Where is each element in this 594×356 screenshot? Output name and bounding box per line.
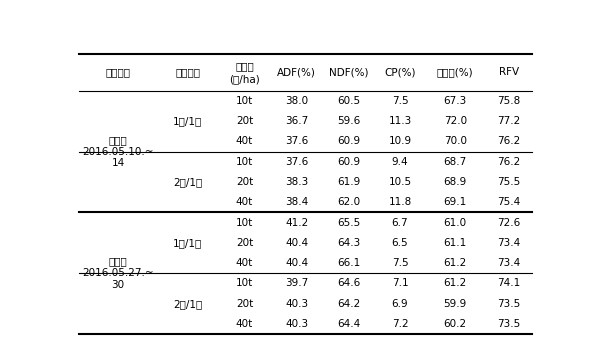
- Text: 10t: 10t: [236, 96, 253, 106]
- Text: 10t: 10t: [236, 157, 253, 167]
- Text: 40t: 40t: [236, 136, 253, 146]
- Text: 10t: 10t: [236, 218, 253, 227]
- Text: 40.4: 40.4: [285, 238, 308, 248]
- Text: 38.3: 38.3: [285, 177, 308, 187]
- Text: 20t: 20t: [236, 299, 253, 309]
- Text: 2회/1일: 2회/1일: [173, 299, 203, 309]
- Text: NDF(%): NDF(%): [330, 67, 369, 77]
- Text: 39.7: 39.7: [285, 278, 308, 288]
- Text: 7.5: 7.5: [391, 96, 408, 106]
- Text: 60.9: 60.9: [337, 136, 361, 146]
- Text: 40.3: 40.3: [285, 299, 308, 309]
- Text: 10.5: 10.5: [388, 177, 412, 187]
- Text: 1회/1일: 1회/1일: [173, 116, 203, 126]
- Text: 61.2: 61.2: [444, 258, 467, 268]
- Text: 11.3: 11.3: [388, 116, 412, 126]
- Text: 76.2: 76.2: [497, 157, 521, 167]
- Text: 73.4: 73.4: [497, 238, 521, 248]
- Text: 68.7: 68.7: [444, 157, 467, 167]
- Text: 73.4: 73.4: [497, 258, 521, 268]
- Text: 6.9: 6.9: [391, 299, 408, 309]
- Text: 64.4: 64.4: [337, 319, 361, 329]
- Text: (톤/ha): (톤/ha): [229, 74, 260, 84]
- Text: 반전횟수: 반전횟수: [175, 67, 200, 77]
- Text: 개화기
2016.05.27.~
30: 개화기 2016.05.27.~ 30: [83, 257, 154, 290]
- Text: 40.4: 40.4: [285, 258, 308, 268]
- Text: 36.7: 36.7: [285, 116, 308, 126]
- Text: 74.1: 74.1: [497, 278, 521, 288]
- Text: 20t: 20t: [236, 177, 253, 187]
- Text: 60.2: 60.2: [444, 319, 467, 329]
- Text: 62.0: 62.0: [337, 197, 361, 207]
- Text: 65.5: 65.5: [337, 218, 361, 227]
- Text: 40t: 40t: [236, 197, 253, 207]
- Text: 7.5: 7.5: [391, 258, 408, 268]
- Text: 2회/1일: 2회/1일: [173, 177, 203, 187]
- Text: 59.6: 59.6: [337, 116, 361, 126]
- Text: 40t: 40t: [236, 319, 253, 329]
- Text: 10.9: 10.9: [388, 136, 412, 146]
- Text: 출수기
2016.05.10.~
14: 출수기 2016.05.10.~ 14: [83, 135, 154, 168]
- Text: 소화율(%): 소화율(%): [437, 67, 473, 77]
- Text: 61.1: 61.1: [444, 238, 467, 248]
- Text: 61.9: 61.9: [337, 177, 361, 187]
- Text: 20t: 20t: [236, 238, 253, 248]
- Text: 1회/1일: 1회/1일: [173, 238, 203, 248]
- Text: ADF(%): ADF(%): [277, 67, 316, 77]
- Text: 61.0: 61.0: [444, 218, 467, 227]
- Text: CP(%): CP(%): [384, 67, 416, 77]
- Text: 41.2: 41.2: [285, 218, 308, 227]
- Text: 20t: 20t: [236, 116, 253, 126]
- Text: 생산성: 생산성: [235, 62, 254, 72]
- Text: 38.0: 38.0: [285, 96, 308, 106]
- Text: 40t: 40t: [236, 258, 253, 268]
- Text: 7.2: 7.2: [391, 319, 408, 329]
- Text: 75.4: 75.4: [497, 197, 521, 207]
- Text: 72.6: 72.6: [497, 218, 521, 227]
- Text: 73.5: 73.5: [497, 319, 521, 329]
- Text: 11.8: 11.8: [388, 197, 412, 207]
- Text: 77.2: 77.2: [497, 116, 521, 126]
- Text: 64.2: 64.2: [337, 299, 361, 309]
- Text: 10t: 10t: [236, 278, 253, 288]
- Text: 72.0: 72.0: [444, 116, 467, 126]
- Text: 70.0: 70.0: [444, 136, 467, 146]
- Text: RFV: RFV: [499, 67, 519, 77]
- Text: 66.1: 66.1: [337, 258, 361, 268]
- Text: 6.7: 6.7: [391, 218, 408, 227]
- Text: 37.6: 37.6: [285, 136, 308, 146]
- Text: 6.5: 6.5: [391, 238, 408, 248]
- Text: 38.4: 38.4: [285, 197, 308, 207]
- Text: 60.9: 60.9: [337, 157, 361, 167]
- Text: 64.3: 64.3: [337, 238, 361, 248]
- Text: 69.1: 69.1: [444, 197, 467, 207]
- Text: 37.6: 37.6: [285, 157, 308, 167]
- Text: 61.2: 61.2: [444, 278, 467, 288]
- Text: 76.2: 76.2: [497, 136, 521, 146]
- Text: 73.5: 73.5: [497, 299, 521, 309]
- Text: 9.4: 9.4: [391, 157, 408, 167]
- Text: 생육시기: 생육시기: [106, 67, 131, 77]
- Text: 67.3: 67.3: [444, 96, 467, 106]
- Text: 68.9: 68.9: [444, 177, 467, 187]
- Text: 59.9: 59.9: [444, 299, 467, 309]
- Text: 75.8: 75.8: [497, 96, 521, 106]
- Text: 64.6: 64.6: [337, 278, 361, 288]
- Text: 7.1: 7.1: [391, 278, 408, 288]
- Text: 60.5: 60.5: [337, 96, 361, 106]
- Text: 40.3: 40.3: [285, 319, 308, 329]
- Text: 75.5: 75.5: [497, 177, 521, 187]
